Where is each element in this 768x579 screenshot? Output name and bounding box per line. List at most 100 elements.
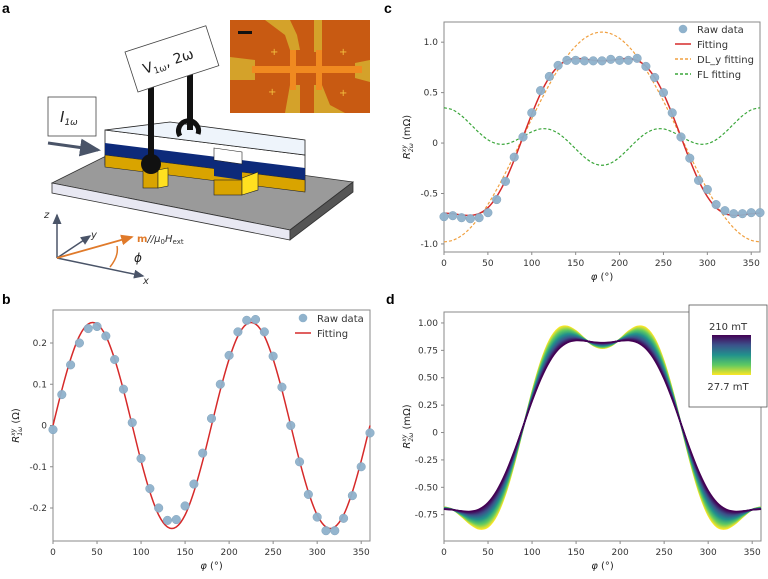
data-point [312,512,322,522]
x-tick-label: 100 [132,548,149,558]
current-label: I1ω [60,108,78,128]
x-axis-label: φ (°) [200,561,223,572]
probe-contact-1 [141,154,161,174]
y-axis-superscript: xy [401,145,408,154]
data-point [667,108,677,118]
angle-label: ϕ [134,251,142,265]
voltage-label: V1ω, 2ω [141,46,196,79]
data-point [588,56,598,66]
colorbar-legend: 210 mT 27.7 mT [688,304,768,408]
charts: 0 50 100 150 200 250 300 350 -0.2 -0.1 0 0.1 0.2 φ (°… [10,21,768,572]
data-point [303,489,313,499]
x-tick-label: 100 [523,548,540,558]
y-tick-label: -0.5 [420,189,438,199]
series-line-fl-fitting [443,107,761,166]
x-tick-label: 0 [441,548,447,558]
data-point [579,56,589,66]
data-point [66,360,76,370]
data-point [483,208,493,218]
data-point [755,208,765,218]
svg-text:+: + [339,47,347,58]
x-tick-label: 150 [567,548,584,558]
y-axis-arrow-icon [56,235,92,259]
legend-label: Fitting [697,40,728,51]
data-point [641,61,651,71]
data-point [527,108,537,118]
x-tick-label: 200 [611,259,628,269]
x-tick-label: 150 [567,259,584,269]
y-axis-unit: (mΩ) [402,404,413,432]
field-arrow-icon [56,234,134,259]
data-point [553,60,563,70]
y-tick-label: 0.50 [418,374,438,384]
y-tick-label: 0 [432,429,438,439]
y-axis-superscript: xy [10,428,17,437]
data-point [448,211,458,221]
data-point [685,153,695,163]
legend-label: Raw data [317,314,364,325]
y-tick-label: 0.2 [33,339,47,349]
data-point [439,212,449,222]
data-point [571,55,581,65]
x-tick-label: 350 [743,259,760,269]
colorbar-bottom-label: 27.7 mT [707,382,749,393]
data-point [48,425,58,435]
x-tick-label: 50 [482,548,494,558]
y-tick-label: -0.50 [415,483,439,493]
legend: Raw data Fitting [295,313,364,340]
data-point [720,206,730,216]
data-point [136,453,146,464]
y-axis-unit: (Ω) [11,408,22,427]
x-tick-label: 250 [655,259,672,269]
x-tick-label: 0 [50,548,56,558]
data-point [268,351,278,361]
angle-arc-icon [109,245,119,268]
data-point [110,354,120,365]
legend-label: Raw data [697,25,744,36]
data-point [118,384,128,394]
data-point [711,200,721,210]
x-axis-symbol: φ [591,272,598,283]
y-tick-label: -0.1 [29,463,47,473]
y-axis-subscript: 2ω [408,143,415,152]
hall-bar-stack [104,121,306,196]
data-point [330,526,340,536]
x-axis-label: φ (°) [591,561,614,572]
data-point [676,132,686,142]
panel-label-a: a [2,0,10,16]
x-tick-label: 200 [612,548,629,558]
voltage-label-box: V1ω, 2ω [124,25,220,93]
data-point [632,53,642,63]
data-point [180,501,190,511]
data-point [500,176,510,186]
legend-label: Fitting [317,329,348,340]
y-tick-label: -0.75 [415,511,438,521]
legend-marker [678,24,688,34]
data-point [259,327,269,337]
device-micrograph-inset: + + + + [230,20,370,113]
data-point [518,132,528,142]
y-axis-label: Rxy2ω (mΩ) [401,115,415,159]
y-axis-label: Rxy1ω (Ω) [10,408,24,443]
series-line-fitting [443,57,761,217]
data-point [189,479,199,489]
data-point [365,428,375,438]
x-tick-label: 50 [482,259,494,269]
legend: Raw data Fitting DL_y fitting FL fitting [675,24,754,81]
chart-c: 0 50 100 150 200 250 300 350 -1.0 -0.5 0 0.5 1.0 φ (°… [401,21,765,283]
panel-label-c: c [384,0,392,16]
colorbar-top-label: 210 mT [709,322,748,333]
z-axis-label: z [43,210,50,221]
data-point [702,184,712,195]
data-point [465,214,475,224]
plot-frame [443,21,761,253]
y-tick-label: 0 [41,422,47,432]
x-axis-label: φ (°) [591,272,614,283]
data-point [171,515,181,525]
data-point [658,88,668,98]
field-label: m//μ0Hext [137,234,184,246]
y-tick-label: 0.75 [418,346,438,356]
panel-label-b: b [2,291,11,307]
data-point [746,208,756,218]
